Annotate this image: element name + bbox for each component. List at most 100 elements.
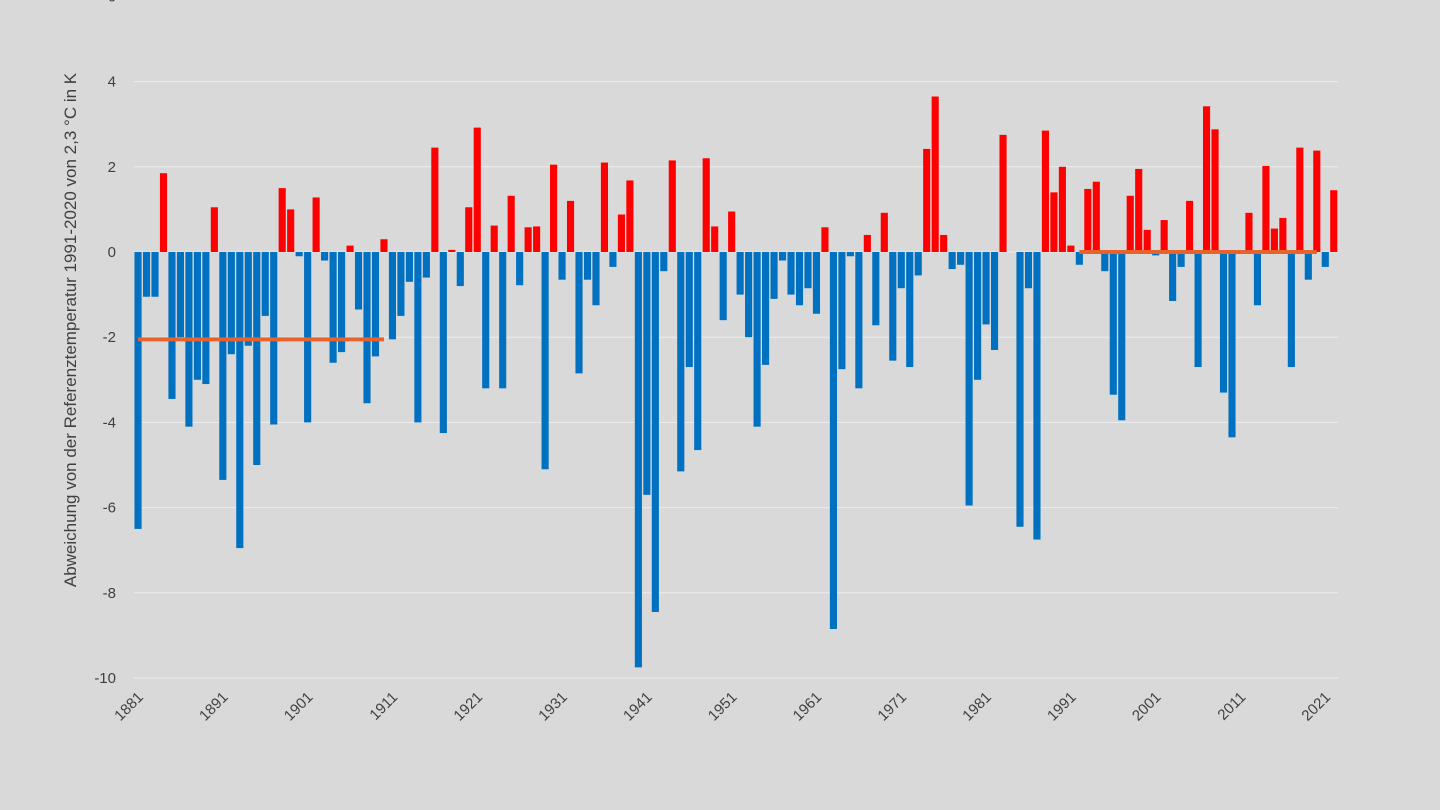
bar [762,252,770,365]
bar [1330,190,1338,252]
bar [651,252,659,612]
bar [1084,188,1092,252]
y-tick-label: -8 [103,585,116,602]
x-tick-label: 1891 [196,689,232,725]
bar [880,212,888,252]
bar [804,252,812,289]
bar [990,252,999,350]
bar [261,252,269,316]
x-tick-label: 1881 [111,689,147,725]
bar [1270,228,1278,252]
bar [1296,147,1304,252]
x-tick-label: 1991 [1044,689,1080,725]
x-tick-label: 1901 [281,689,317,725]
bar [1109,252,1117,395]
bar [1304,252,1312,280]
bar [974,252,982,380]
bar [745,252,753,338]
bar [380,239,388,252]
bar [1160,220,1168,252]
x-tick-label: 1981 [959,689,995,725]
bar [889,252,897,361]
bar [948,252,956,270]
bar [541,252,549,470]
bar [151,252,159,297]
x-tick-label: 1961 [790,689,826,725]
bar [897,252,905,289]
bar [914,252,922,276]
bar [592,252,600,306]
bar [1253,252,1261,306]
bar [371,252,380,357]
bar [1143,229,1151,252]
bar [558,252,566,280]
y-axis-label: Abweichung von der Referenztemperatur 19… [61,72,80,587]
bar [668,160,676,252]
y-tick-label: 0 [108,244,116,261]
bar [1118,252,1126,421]
bar [1321,252,1329,267]
bar [1024,252,1033,289]
bar [244,252,252,346]
bar [473,127,481,252]
bar [626,180,634,252]
bar [253,252,261,465]
bar [753,252,761,427]
bar [550,164,558,252]
y-tick-label: 6 [108,0,116,5]
bar [312,197,320,252]
bar [499,252,507,389]
bar [778,252,787,261]
bar [287,209,295,252]
bar [236,252,244,549]
x-tick-label: 1921 [450,689,486,725]
bar [846,252,854,257]
bar [227,252,235,355]
bar [600,162,609,252]
bar [677,252,685,472]
bar [1101,252,1109,272]
bar [1092,181,1100,252]
bar [507,195,515,252]
x-tick-label: 2011 [1214,689,1249,724]
y-tick-label: -6 [103,500,116,517]
y-tick-label: -4 [103,414,116,431]
x-tick-label: 1971 [874,689,910,725]
bar [931,96,939,252]
bar [516,252,524,286]
bar [982,252,990,325]
bar [354,252,363,310]
bar [1211,129,1219,252]
bar [795,252,804,306]
bar [1219,252,1228,393]
bar [142,252,151,297]
bar [863,234,871,252]
bar [855,252,863,389]
bar [643,252,651,495]
bar [1058,166,1066,252]
bar [363,252,371,404]
bar [422,252,430,278]
bar [1279,217,1287,252]
bar [219,252,227,480]
bar [1050,192,1058,252]
bar [431,147,439,252]
bar [388,252,397,340]
bar [482,252,490,389]
bar [278,188,286,252]
bar [1126,195,1134,252]
x-tick-label: 1951 [705,689,741,725]
bar [1287,252,1295,368]
bar [448,249,456,252]
bar [304,252,312,423]
bar [1245,212,1253,252]
bar [634,252,642,668]
bar [609,252,617,267]
bar [1202,106,1211,252]
bar [1067,245,1075,252]
x-tick-label: 1941 [620,689,656,725]
bar [1169,252,1177,301]
bar [176,252,185,338]
bar [439,252,447,434]
bar [1033,252,1041,540]
